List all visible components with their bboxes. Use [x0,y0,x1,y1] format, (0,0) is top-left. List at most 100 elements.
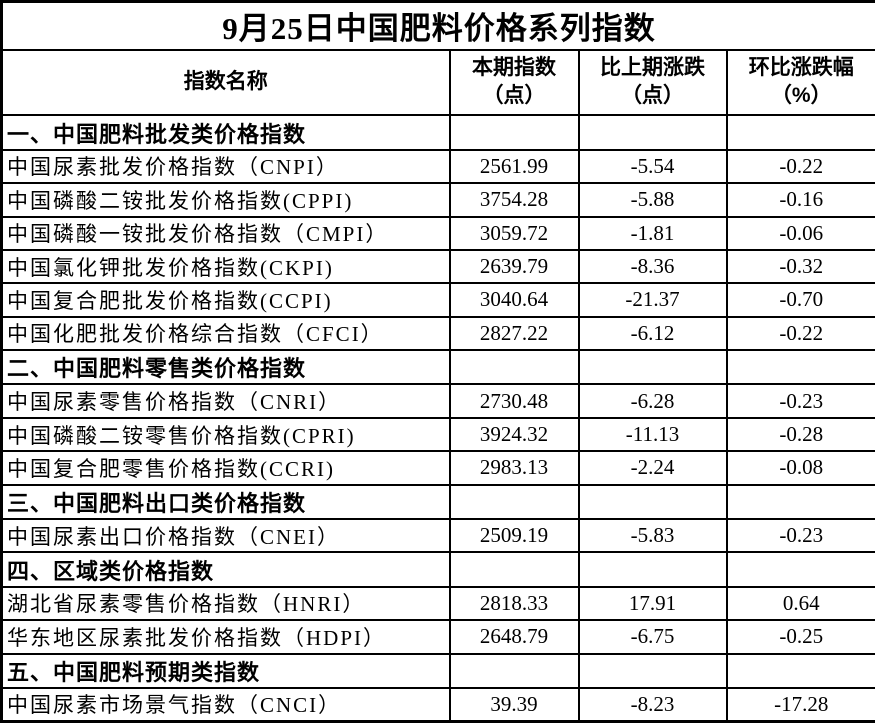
change-value: -5.83 [577,518,728,554]
empty-cell [448,483,580,521]
empty-cell [577,551,728,588]
pct-change-value: -0.25 [725,619,875,655]
column-header-pct-line2: （%） [770,84,832,108]
current-index-value: 2983.13 [448,450,580,486]
pct-change-value: -0.16 [725,182,875,218]
current-index-value: 2561.99 [448,148,580,185]
section-title: 二、中国肥料零售类价格指数 [0,349,451,386]
table-row: 中国磷酸一铵批发价格指数（CMPI） 3059.72 -1.81 -0.06 [0,215,875,251]
change-value: -5.54 [577,148,728,185]
empty-cell [577,114,728,151]
section-title: 四、区域类价格指数 [0,551,451,588]
pct-change-value: -0.22 [725,315,875,352]
current-index-value: 3754.28 [448,182,580,218]
empty-cell [577,652,728,689]
page-title: 9月25日中国肥料价格系列指数 [0,0,875,51]
section-title: 一、中国肥料批发类价格指数 [0,114,451,151]
pct-change-value: 0.64 [725,585,875,622]
change-value: -11.13 [577,416,728,453]
pct-change-value: -0.23 [725,383,875,419]
current-index-value: 3040.64 [448,282,580,318]
column-header-pct-change: 环比涨跌幅 （%） [725,48,875,117]
pct-change-value: -0.28 [725,416,875,453]
empty-cell [577,483,728,521]
column-header-row: 指数名称 本期指数 （点） 比上期涨跌 （点） 环比涨跌幅 （%） [0,48,875,117]
current-index-value: 2648.79 [448,619,580,655]
change-value: -6.75 [577,619,728,655]
column-header-current-line2: （点） [482,84,546,108]
current-index-value: 2509.19 [448,518,580,554]
empty-cell [577,349,728,386]
section-title: 三、中国肥料出口类价格指数 [0,483,451,521]
index-name: 中国复合肥批发价格指数(CCPI) [0,282,451,318]
pct-change-value: -0.22 [725,148,875,185]
index-name: 华东地区尿素批发价格指数（HDPI） [0,619,451,655]
title-row: 9月25日中国肥料价格系列指数 [0,0,875,51]
change-value: -5.88 [577,182,728,218]
empty-cell [725,114,875,151]
change-value: -1.81 [577,215,728,251]
section-row: 二、中国肥料零售类价格指数 [0,349,875,386]
empty-cell [448,652,580,689]
table-row: 湖北省尿素零售价格指数（HNRI） 2818.33 17.91 0.64 [0,585,875,622]
section-row: 三、中国肥料出口类价格指数 [0,483,875,521]
table-row: 中国复合肥批发价格指数(CCPI) 3040.64 -21.37 -0.70 [0,282,875,318]
pct-change-value: -0.06 [725,215,875,251]
table-row: 华东地区尿素批发价格指数（HDPI） 2648.79 -6.75 -0.25 [0,619,875,655]
section-row: 五、中国肥料预期类指数 [0,652,875,689]
change-value: -2.24 [577,450,728,486]
empty-cell [725,652,875,689]
column-header-change-line1: 比上期涨跌 [600,56,705,80]
table-row: 中国氯化钾批发价格指数(CKPI) 2639.79 -8.36 -0.32 [0,248,875,285]
index-name: 中国化肥批发价格综合指数（CFCI） [0,315,451,352]
index-name: 中国复合肥零售价格指数(CCRI) [0,450,451,486]
index-name: 中国磷酸二铵零售价格指数(CPRI) [0,416,451,453]
pct-change-value: -0.32 [725,248,875,285]
column-header-index-name: 指数名称 [0,48,451,117]
empty-cell [448,349,580,386]
index-name: 中国尿素零售价格指数（CNRI） [0,383,451,419]
current-index-value: 39.39 [448,686,580,723]
table-row: 中国尿素市场景气指数（CNCI） 39.39 -8.23 -17.28 [0,686,875,723]
column-header-change-line2: （点） [621,84,684,108]
section-title: 五、中国肥料预期类指数 [0,652,451,689]
index-name: 中国尿素市场景气指数（CNCI） [0,686,451,723]
column-header-change: 比上期涨跌 （点） [577,48,728,117]
empty-cell [725,349,875,386]
pct-change-value: -0.23 [725,518,875,554]
change-value: -6.28 [577,383,728,419]
index-name: 中国氯化钾批发价格指数(CKPI) [0,248,451,285]
table-row: 中国化肥批发价格综合指数（CFCI） 2827.22 -6.12 -0.22 [0,315,875,352]
section-row: 四、区域类价格指数 [0,551,875,588]
current-index-value: 2827.22 [448,315,580,352]
current-index-value: 2818.33 [448,585,580,622]
table-row: 中国尿素批发价格指数（CNPI） 2561.99 -5.54 -0.22 [0,148,875,185]
table-row: 中国磷酸二铵批发价格指数(CPPI) 3754.28 -5.88 -0.16 [0,182,875,218]
table-row: 中国尿素出口价格指数（CNEI） 2509.19 -5.83 -0.23 [0,518,875,554]
column-header-current-index: 本期指数 （点） [448,48,580,117]
column-header-current-line1: 本期指数 [472,56,556,80]
index-name: 中国磷酸二铵批发价格指数(CPPI) [0,182,451,218]
empty-cell [725,551,875,588]
index-name: 中国尿素出口价格指数（CNEI） [0,518,451,554]
table-row: 中国磷酸二铵零售价格指数(CPRI) 3924.32 -11.13 -0.28 [0,416,875,453]
index-name: 中国尿素批发价格指数（CNPI） [0,148,451,185]
section-row: 一、中国肥料批发类价格指数 [0,114,875,151]
change-value: -8.23 [577,686,728,723]
current-index-value: 2639.79 [448,248,580,285]
change-value: -21.37 [577,282,728,318]
current-index-value: 3924.32 [448,416,580,453]
pct-change-value: -0.08 [725,450,875,486]
column-header-pct-line1: 环比涨跌幅 [748,56,854,80]
table-row: 中国尿素零售价格指数（CNRI） 2730.48 -6.28 -0.23 [0,383,875,419]
index-name: 中国磷酸一铵批发价格指数（CMPI） [0,215,451,251]
index-name: 湖北省尿素零售价格指数（HNRI） [0,585,451,622]
current-index-value: 2730.48 [448,383,580,419]
pct-change-value: -0.70 [725,282,875,318]
change-value: -8.36 [577,248,728,285]
change-value: -6.12 [577,315,728,352]
change-value: 17.91 [577,585,728,622]
empty-cell [725,483,875,521]
